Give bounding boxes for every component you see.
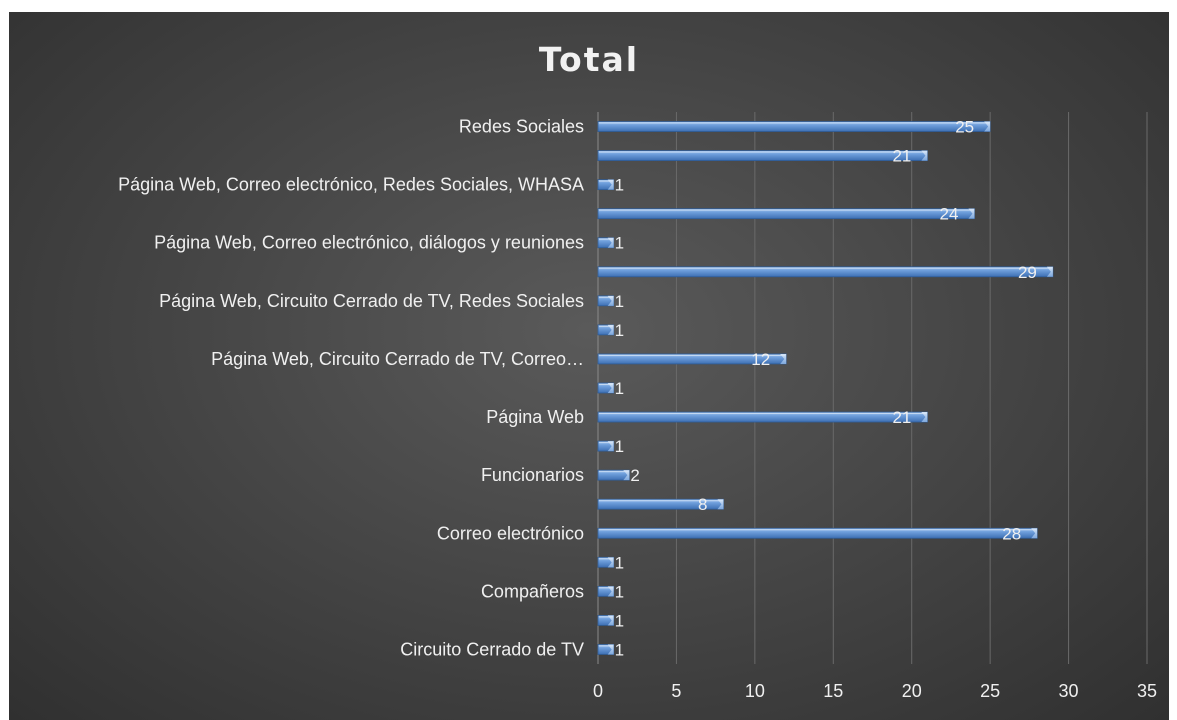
x-tick-label: 0 [593, 681, 603, 701]
x-tick-label: 20 [902, 681, 922, 701]
bar [597, 585, 615, 597]
data-label: 2 [630, 466, 639, 485]
data-label: 12 [751, 350, 770, 369]
data-label: 1 [615, 611, 624, 630]
bar [597, 440, 615, 452]
bar [597, 179, 615, 191]
bar [597, 237, 615, 249]
bar [597, 121, 991, 132]
bar-end [607, 586, 614, 597]
category-labels: Circuito Cerrado de TV Compañeros Correo e… [118, 117, 584, 660]
data-label: 1 [615, 234, 624, 253]
bar [597, 382, 615, 394]
data-label: 21 [892, 147, 911, 166]
bar-end [607, 615, 614, 626]
bar-end [921, 150, 928, 161]
data-label: 25 [955, 118, 974, 137]
bar-end [607, 644, 614, 655]
category-label: Página Web, Correo electrónico, Redes So… [118, 175, 584, 195]
bar [597, 324, 615, 336]
bar [597, 556, 615, 568]
data-label: 8 [698, 495, 707, 514]
bar-end [1031, 528, 1038, 539]
data-label: 1 [615, 553, 624, 572]
bar [597, 295, 615, 307]
bar-end [984, 121, 991, 132]
bar-end [780, 353, 787, 364]
bar [597, 498, 724, 510]
bar-end [1046, 266, 1053, 277]
category-label: Página Web [486, 407, 584, 427]
bar-end [607, 441, 614, 452]
category-label: Página Web, Correo electrónico, diálogos… [154, 233, 584, 253]
bar [597, 150, 928, 161]
data-label: 1 [615, 292, 624, 311]
bar [597, 615, 615, 626]
x-tick-label: 30 [1059, 681, 1079, 701]
category-label: Compañeros [481, 581, 584, 601]
data-label: 29 [1018, 263, 1037, 282]
x-tick-label: 10 [745, 681, 765, 701]
bar [597, 469, 630, 481]
category-label: Circuito Cerrado de TV [400, 639, 584, 659]
x-tick-label: 15 [823, 681, 843, 701]
bar [597, 353, 787, 365]
bar [597, 644, 615, 655]
data-label: 1 [615, 176, 624, 195]
bar-end [717, 499, 724, 510]
bar-end [607, 237, 614, 248]
category-label: Correo electrónico [437, 523, 584, 543]
bar-end [623, 470, 630, 481]
bar [597, 411, 928, 423]
bar-end [607, 383, 614, 393]
bar [597, 208, 975, 220]
data-label: 1 [615, 640, 624, 659]
category-label: Redes Sociales [459, 117, 584, 137]
x-axis-ticks: 0 5 10 15 20 25 30 35 [593, 681, 1157, 701]
bar-end [968, 208, 975, 219]
category-label: Funcionarios [481, 465, 584, 485]
bar [597, 266, 1054, 278]
bar-end [921, 412, 928, 423]
data-label: 28 [1002, 524, 1021, 543]
data-label: 1 [615, 582, 624, 601]
bar [597, 527, 1038, 539]
gridlines [597, 112, 1148, 664]
bar-end [607, 557, 614, 568]
data-label: 1 [615, 321, 624, 340]
x-tick-label: 5 [671, 681, 681, 701]
category-label: Página Web, Circuito Cerrado de TV, Rede… [159, 291, 584, 311]
chart-frame: Total 1 1 1 1 28 8 2 1 21 1 12 1 1 29 1 24 1 21 25 Circuit… [9, 12, 1169, 720]
bar-end [607, 179, 614, 190]
data-label: 1 [615, 379, 624, 398]
bar-body [597, 469, 630, 481]
data-label: 1 [615, 437, 624, 456]
data-label: 24 [940, 205, 959, 224]
bar-end [607, 295, 614, 306]
category-label: Página Web, Circuito Cerrado de TV, Corr… [211, 349, 584, 369]
x-tick-label: 25 [980, 681, 1000, 701]
data-label: 21 [892, 408, 911, 427]
bar-end [607, 324, 614, 335]
chart-title: Total [538, 40, 640, 79]
x-tick-label: 35 [1137, 681, 1157, 701]
